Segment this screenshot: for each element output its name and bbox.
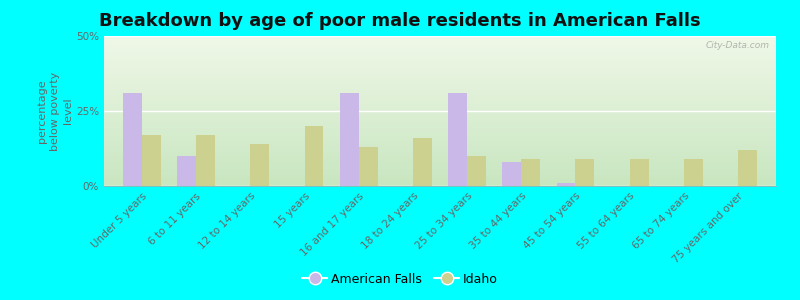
Bar — [196, 135, 215, 186]
Bar — [177, 156, 196, 186]
Bar — [250, 144, 270, 186]
Legend: American Falls, Idaho: American Falls, Idaho — [297, 268, 503, 291]
Bar — [575, 159, 594, 186]
Bar — [630, 159, 649, 186]
Bar — [358, 147, 378, 186]
Bar — [502, 162, 522, 186]
Bar — [142, 135, 161, 186]
Y-axis label: percentage
below poverty
level: percentage below poverty level — [37, 71, 74, 151]
Bar — [123, 93, 142, 186]
Bar — [413, 138, 432, 186]
Bar — [684, 159, 703, 186]
Bar — [448, 93, 467, 186]
Bar — [467, 156, 486, 186]
Text: Breakdown by age of poor male residents in American Falls: Breakdown by age of poor male residents … — [99, 12, 701, 30]
Bar — [305, 126, 323, 186]
Text: City-Data.com: City-Data.com — [706, 40, 770, 50]
Bar — [340, 93, 358, 186]
Bar — [557, 183, 575, 186]
Bar — [522, 159, 540, 186]
Bar — [738, 150, 757, 186]
